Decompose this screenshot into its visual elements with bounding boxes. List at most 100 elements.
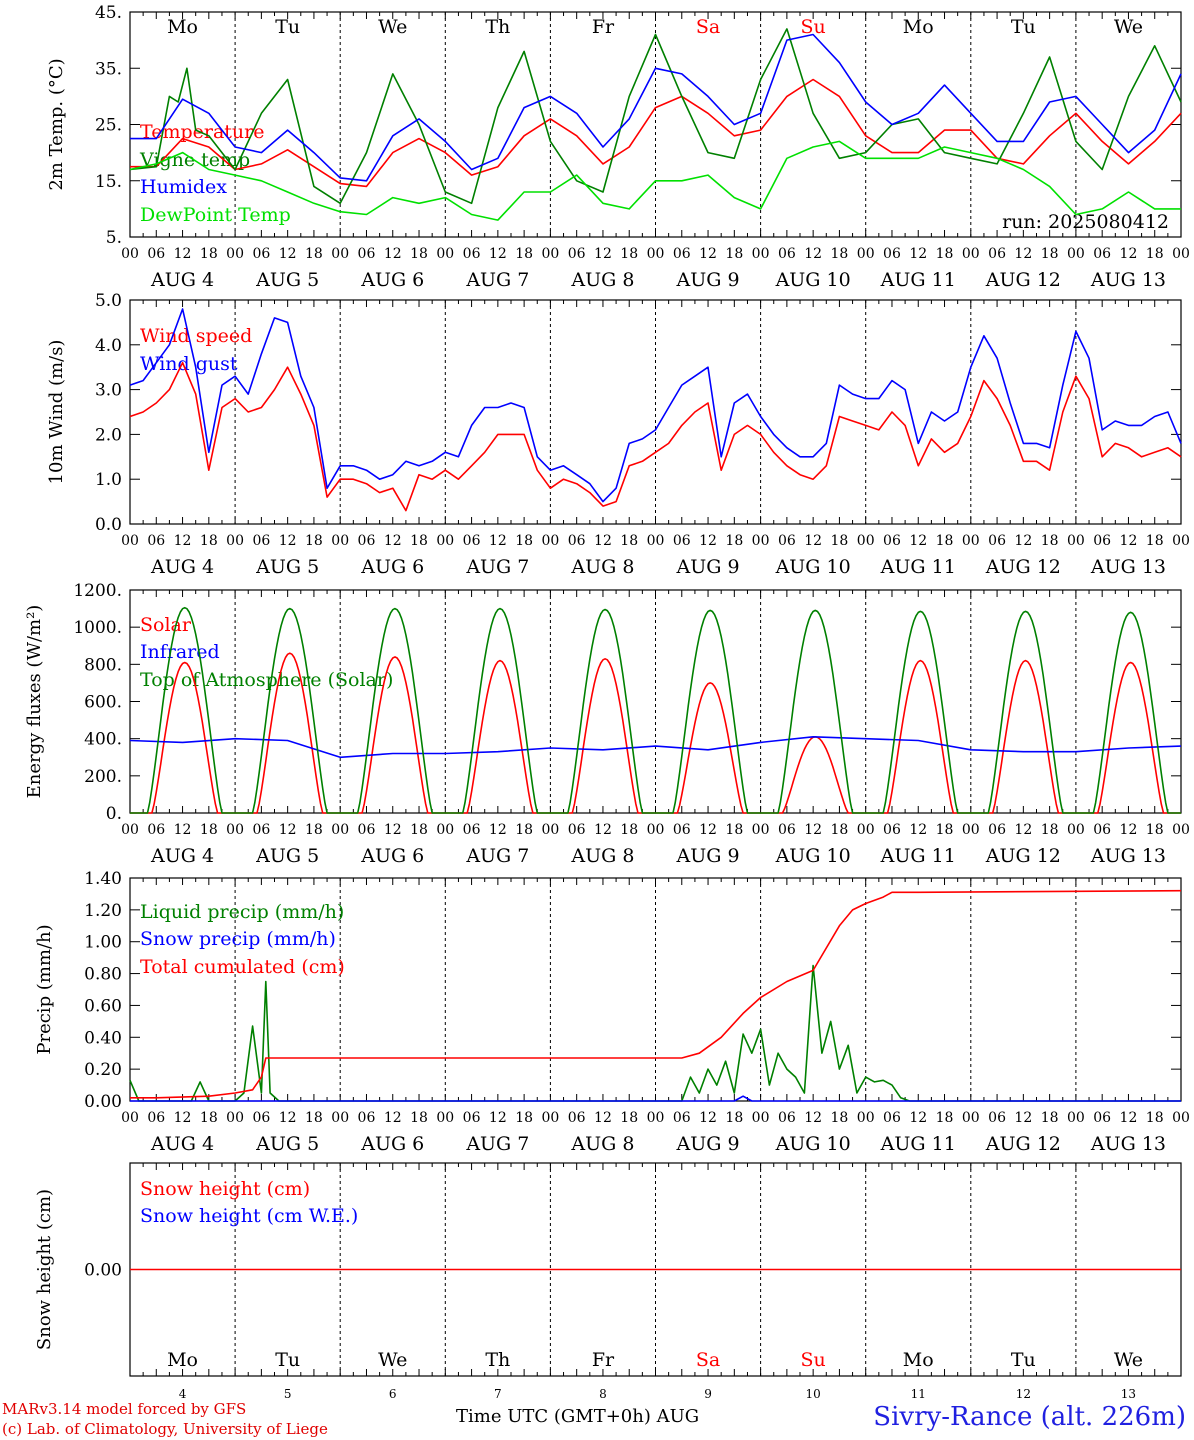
hour-tick-label: 12 [699,1110,717,1126]
date-label: AUG 4 [150,845,214,867]
hour-tick-label: 12 [804,1110,822,1126]
hour-tick-label: 06 [252,246,270,262]
hour-tick-label: 06 [358,822,376,838]
date-label: AUG 8 [570,556,634,578]
hour-tick-label: 06 [883,533,901,549]
hour-tick-label: 00 [226,533,244,549]
hour-tick-label: 00 [331,822,349,838]
date-label: AUG 6 [360,845,424,867]
hour-tick-label: 06 [778,822,796,838]
y-tick-label: 1.00 [84,933,122,953]
hour-tick-label: 06 [147,246,165,262]
hour-tick-label: 00 [331,533,349,549]
hour-tick-label: 18 [410,822,428,838]
legend-entry: Snow height (cm) [140,1178,310,1200]
day-name-bottom: Su [801,1349,826,1371]
hour-tick-label: 00 [857,246,875,262]
date-label: AUG 11 [880,1133,956,1155]
legend-entry: Wind speed [140,325,252,347]
day-name-bottom: We [1114,1349,1143,1371]
date-label: AUG 7 [465,556,529,578]
day-name-top: Fr [592,16,615,38]
hour-tick-label: 00 [647,1110,665,1126]
hour-tick-label: 12 [1120,533,1138,549]
day-number: 10 [806,1387,821,1401]
day-name-bottom: Th [485,1349,510,1371]
date-label: AUG 12 [985,269,1061,291]
hour-tick-label: 18 [936,1110,954,1126]
legend-entry: Wind gust [140,353,238,375]
date-label: AUG 12 [985,556,1061,578]
date-label: AUG 11 [880,845,956,867]
hour-tick-label: 00 [962,1110,980,1126]
legend-entry: Snow height (cm W.E.) [140,1205,358,1227]
series-line [129,140,1181,221]
y-tick-label: 0.00 [84,1092,122,1112]
hour-tick-label: 12 [804,533,822,549]
hour-tick-label: 00 [1067,533,1085,549]
hour-tick-label: 12 [489,1110,507,1126]
hour-tick-label: 00 [1172,246,1190,262]
hour-tick-label: 06 [883,822,901,838]
date-label: AUG 12 [985,1133,1061,1155]
hour-tick-label: 12 [174,822,192,838]
hour-tick-label: 12 [909,533,927,549]
hour-tick-label: 12 [279,246,297,262]
hour-tick-label: 00 [1172,822,1190,838]
hour-tick-label: 18 [936,822,954,838]
hour-tick-label: 12 [279,1110,297,1126]
hour-tick-label: 00 [331,1110,349,1126]
hour-tick-label: 18 [200,246,218,262]
hour-tick-label: 06 [568,822,586,838]
hour-tick-label: 00 [857,822,875,838]
hour-tick-label: 12 [699,246,717,262]
hour-tick-label: 18 [515,822,533,838]
hour-tick-label: 06 [988,246,1006,262]
hour-tick-label: 06 [778,246,796,262]
hour-tick-label: 00 [647,533,665,549]
y-tick-label: 600. [84,693,122,713]
date-label: AUG 12 [985,845,1061,867]
y-tick-label: 0.00 [84,1261,122,1281]
day-name-bottom: We [378,1349,407,1371]
hour-tick-label: 06 [568,1110,586,1126]
hour-tick-label: 00 [226,1110,244,1126]
legend-entry: Temperature [140,121,264,143]
series-line [130,606,1181,814]
hour-tick-label: 18 [725,822,743,838]
day-name-top: Tu [275,16,300,38]
hour-tick-label: 06 [673,246,691,262]
hour-tick-label: 12 [594,533,612,549]
hour-tick-label: 18 [725,533,743,549]
day-name-bottom: Fr [592,1349,615,1371]
hour-tick-label: 18 [725,246,743,262]
series-line [130,33,1182,182]
day-number: 13 [1121,1387,1136,1401]
date-label: AUG 7 [465,845,529,867]
hour-tick-label: 06 [1093,246,1111,262]
hour-tick-label: 00 [121,246,139,262]
panel-5: 0.00 Snow height (cm) Snow height (cm) Snow… [34,1162,1182,1377]
series-line [129,361,1182,512]
hour-tick-label: 12 [594,822,612,838]
hour-tick-label: 00 [121,533,139,549]
hour-tick-label: 06 [252,822,270,838]
y-tick-label: 25. [95,116,122,136]
legend-entry: Liquid precip (mm/h) [140,901,344,923]
date-label: AUG 5 [255,1133,319,1155]
day-name-top: Mo [167,16,198,38]
hour-tick-label: 18 [831,246,849,262]
series-line [130,889,1182,1099]
day-number: 9 [704,1387,712,1401]
hour-tick-label: 12 [699,822,717,838]
hour-tick-label: 18 [305,1110,323,1126]
hour-tick-label: 06 [778,1110,796,1126]
hour-tick-label: 00 [226,246,244,262]
date-label: AUG 6 [360,556,424,578]
hour-tick-label: 06 [358,246,376,262]
hour-tick-label: 00 [331,246,349,262]
hour-tick-label: 18 [410,246,428,262]
hour-tick-label: 06 [463,246,481,262]
hour-tick-label: 12 [909,1110,927,1126]
